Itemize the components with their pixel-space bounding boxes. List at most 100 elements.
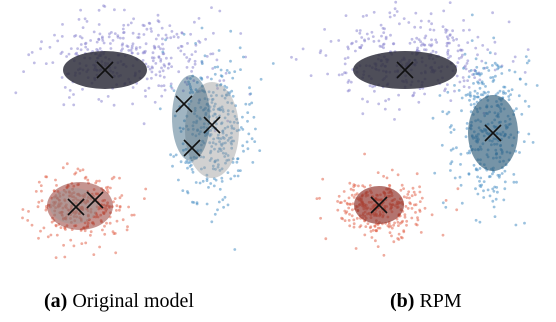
point-blue [496,190,499,194]
point-red [352,196,356,199]
point-blue [459,152,463,156]
point-purple [216,87,219,90]
point-purple [377,102,381,106]
point-blue [491,80,495,83]
point-purple [150,30,153,33]
point-blue [191,200,194,204]
point-red [412,190,416,194]
point-blue [497,66,501,69]
point-red [350,214,354,218]
point-blue [194,42,198,45]
point-purple [513,55,517,59]
point-blue [199,148,203,152]
point-red [118,208,121,212]
point-blue [488,51,492,55]
point-blue [164,38,168,42]
point-purple [326,72,329,76]
point-blue [229,29,233,33]
point-purple [453,89,456,93]
point-blue [207,186,210,189]
point-purple [445,41,449,45]
point-blue [202,122,206,126]
point-blue [225,86,229,89]
point-red [115,219,119,223]
point-blue [188,82,192,86]
point-blue [189,77,192,80]
mean-marker-2 [484,124,502,142]
point-blue [500,172,504,175]
point-purple [170,30,174,33]
point-blue [251,161,255,164]
point-blue [217,49,221,52]
point-red [78,169,82,173]
point-purple [458,80,462,84]
point-red [54,178,57,182]
point-purple [429,12,433,16]
point-blue [214,167,217,171]
point-purple [370,30,374,34]
point-purple [84,45,88,49]
point-blue [230,101,234,105]
point-purple [122,23,126,27]
point-blue [203,166,206,170]
point-purple [337,39,341,42]
point-purple [144,95,148,98]
point-purple [372,40,376,43]
point-purple [209,52,213,56]
point-red [42,226,46,230]
point-blue [195,202,199,206]
point-purple [218,79,222,83]
point-blue [523,221,526,225]
point-blue [182,148,185,152]
point-purple [358,46,361,49]
point-purple [294,58,298,61]
point-red [393,221,396,225]
point-purple [161,69,165,73]
point-blue [250,137,254,141]
point-blue [214,178,218,182]
point-purple [340,73,344,76]
point-blue [213,212,217,216]
point-red [83,229,87,233]
point-purple [461,53,464,57]
point-blue [198,98,202,102]
point-red [402,187,405,191]
point-purple [301,47,305,51]
point-purple [63,86,67,89]
point-red [382,253,386,257]
point-blue [220,94,224,98]
point-purple [445,44,449,48]
mean-marker-1 [96,61,114,79]
point-red [109,186,112,190]
point-red [400,183,404,187]
caption-rpm: (b) RPM [390,290,462,318]
point-purple [448,1,452,5]
point-purple [430,22,433,26]
point-blue [225,69,229,72]
point-blue [230,124,234,128]
point-blue [220,144,224,147]
point-red [418,185,421,189]
point-purple [349,80,353,84]
point-red [106,185,110,189]
point-purple [344,14,348,17]
point-purple [121,27,125,31]
point-purple [74,52,78,56]
point-blue [254,127,257,131]
point-purple [419,40,422,44]
point-purple [466,41,470,44]
point-red [399,235,403,239]
point-purple [446,83,449,86]
point-blue [232,139,236,143]
point-purple [372,10,376,14]
point-purple [239,32,243,35]
point-blue [241,115,244,119]
point-blue [244,102,248,106]
point-blue [198,181,202,185]
point-blue [524,82,528,86]
point-blue [223,155,227,158]
point-blue [246,111,250,114]
point-purple [318,51,322,55]
point-blue [215,84,219,87]
point-purple [473,76,476,79]
